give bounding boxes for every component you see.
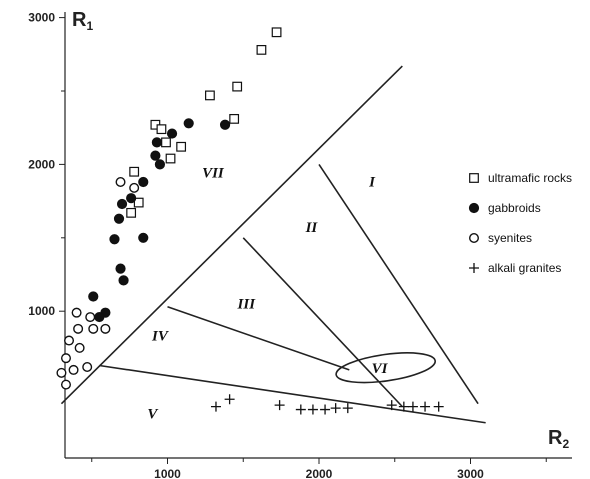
data-point (386, 400, 397, 411)
y-tick-label: 2000 (28, 157, 55, 171)
x-axis-title: R2 (548, 427, 569, 451)
legend: ultramafic rocks gabbroids syenites alkali … (468, 171, 572, 275)
data-point (166, 128, 178, 139)
series-alkali-granites (210, 394, 444, 415)
data-point (115, 263, 126, 274)
legend-label: ultramafic rocks (488, 171, 572, 185)
field-I-II-boundary (242, 237, 403, 408)
data-points (56, 27, 444, 415)
series-syenites (56, 177, 140, 390)
series-ultramafic-rocks (126, 27, 282, 218)
data-point (126, 193, 137, 204)
legend-label: alkali granites (488, 261, 561, 275)
data-point (116, 198, 128, 210)
x-axis-title-main: R (548, 427, 563, 449)
data-point (126, 207, 137, 218)
data-point (232, 81, 243, 92)
data-point (407, 401, 418, 412)
legend-marker (469, 173, 479, 183)
data-point (210, 401, 221, 412)
data-point (94, 311, 105, 323)
data-point (151, 137, 162, 148)
right-boundary (318, 163, 479, 405)
data-point (118, 275, 129, 286)
data-point (115, 177, 126, 188)
legend-label: syenites (488, 231, 532, 245)
data-point (156, 124, 167, 135)
data-point (161, 137, 171, 148)
field-boundaries (60, 65, 486, 424)
data-point (433, 401, 444, 412)
y-axis-title: R1 (72, 9, 93, 33)
data-point (224, 394, 235, 405)
data-point (205, 90, 215, 101)
field-label-i: I (368, 174, 376, 190)
data-point (88, 291, 99, 302)
field-label-v: V (147, 406, 159, 422)
base-boundary (99, 364, 486, 424)
field-II-III-boundary (167, 306, 350, 371)
data-point (82, 361, 93, 372)
data-point (154, 159, 166, 170)
data-point (73, 323, 84, 334)
data-point (113, 213, 125, 224)
y-tick-label: 1000 (28, 304, 55, 318)
data-point (274, 400, 285, 411)
data-point (420, 401, 431, 412)
data-point (229, 113, 240, 124)
data-point (165, 153, 176, 164)
data-point (295, 404, 306, 415)
data-point (256, 44, 267, 55)
outer-left-boundary (60, 65, 403, 405)
data-point (138, 176, 149, 188)
x-axis-title-sub: 2 (562, 437, 569, 451)
data-point (138, 232, 149, 243)
field-label-ii: II (305, 220, 319, 236)
x-tick-label: 1000 (154, 467, 181, 479)
data-point (100, 323, 111, 334)
data-point (398, 401, 409, 412)
data-point (56, 367, 67, 378)
data-point (271, 27, 282, 38)
data-point (183, 118, 194, 129)
data-point (64, 335, 75, 346)
y-axis-title-main: R (72, 9, 87, 31)
y-axis-title-sub: 1 (86, 19, 93, 33)
data-point (74, 342, 85, 353)
data-point (109, 234, 120, 245)
field-label-iii: III (237, 296, 257, 312)
data-point (133, 197, 144, 208)
data-point (85, 312, 96, 323)
data-point (68, 364, 79, 375)
field-label-vi: VI (372, 361, 389, 377)
legend-marker (468, 202, 480, 214)
x-tick-label: 3000 (457, 467, 484, 479)
data-point (342, 403, 353, 414)
data-point (88, 323, 99, 334)
axis-titles: R1 R2 (72, 9, 569, 451)
legend-label: gabbroids (488, 201, 541, 215)
data-point (320, 404, 331, 415)
data-point (60, 353, 71, 364)
data-point (71, 307, 82, 318)
series-gabbroids (88, 118, 231, 323)
ticks: 1000 2000 3000 1000 2000 3000 (28, 11, 547, 479)
x-tick-label: 2000 (306, 467, 333, 479)
data-point (129, 182, 140, 193)
field-VI-ellipse (335, 352, 437, 384)
legend-marker (469, 232, 480, 243)
data-point (307, 404, 318, 415)
data-point (60, 379, 71, 390)
y-tick-label: 3000 (28, 11, 55, 25)
data-point (219, 119, 231, 130)
data-point (176, 141, 187, 152)
data-point (150, 150, 161, 161)
field-label-iv: IV (151, 329, 170, 345)
data-point (330, 403, 341, 414)
field-label-vii: VII (202, 166, 225, 182)
data-point (129, 166, 140, 177)
legend-marker (469, 263, 479, 273)
